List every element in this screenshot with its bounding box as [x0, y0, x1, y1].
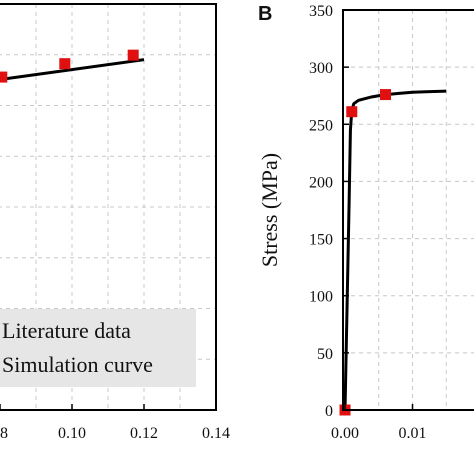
panel-b-y-tick-label: 200	[309, 174, 333, 191]
panel-b-x-tick-label: 0.01	[399, 425, 427, 442]
panel-a-legend: Literature data Simulation curve	[0, 309, 196, 387]
panel-a-legend-entry: Simulation curve	[2, 352, 153, 377]
panel-b-grid	[343, 10, 474, 410]
panel-b-letter: B	[258, 3, 272, 25]
panel-b-x-tick-label: 0.00	[331, 425, 359, 442]
panel-a-legend-entry: Literature data	[2, 318, 131, 343]
panel-a-x-tick-label: 08	[0, 425, 8, 442]
panel-a-simulation-line	[0, 58, 145, 82]
panel-b-frame	[342, 9, 474, 411]
panel-a-x-tick-label: 0.12	[130, 425, 158, 442]
panel-a-x-tick-label: 0.14	[202, 425, 230, 442]
panel-b-series	[339, 89, 447, 416]
panel-a-frame	[0, 3, 217, 411]
panel-a-data-point	[59, 58, 71, 70]
panel-b-y-tick-label: 0	[325, 403, 333, 420]
panel-b-data-point	[346, 106, 358, 118]
panel-b-y-tick-label: 250	[309, 117, 333, 134]
panel-b-y-tick-label: 100	[309, 289, 333, 306]
panel-a-legend-box	[0, 309, 196, 387]
panel-b-y-tick-label: 300	[309, 60, 333, 77]
panel-a: 08 0.10 0.12 0.14 Literature data Simulation…	[0, 3, 230, 442]
panel-a-x-tick-label: 0.10	[58, 425, 86, 442]
panel-a-data-point	[0, 71, 8, 83]
panel-a-ticks: 08 0.10 0.12 0.14	[0, 404, 230, 442]
panel-b-y-axis-title: Stress (MPa)	[257, 153, 282, 267]
panel-b: B 0 50 100 150 200 250 300 350 0.00 0.01 Stress (…	[257, 3, 474, 442]
panel-a-series	[0, 49, 145, 83]
panel-b-data-point	[380, 89, 392, 101]
panel-b-ticks: 0 50 100 150 200 250 300 350 0.00 0.01	[309, 3, 427, 442]
panel-b-y-tick-label: 150	[309, 232, 333, 249]
panel-b-y-tick-label: 350	[309, 3, 333, 20]
panel-b-stress-curve	[343, 89, 447, 411]
panel-b-y-tick-label: 50	[317, 346, 333, 363]
panel-a-data-point	[127, 49, 139, 61]
